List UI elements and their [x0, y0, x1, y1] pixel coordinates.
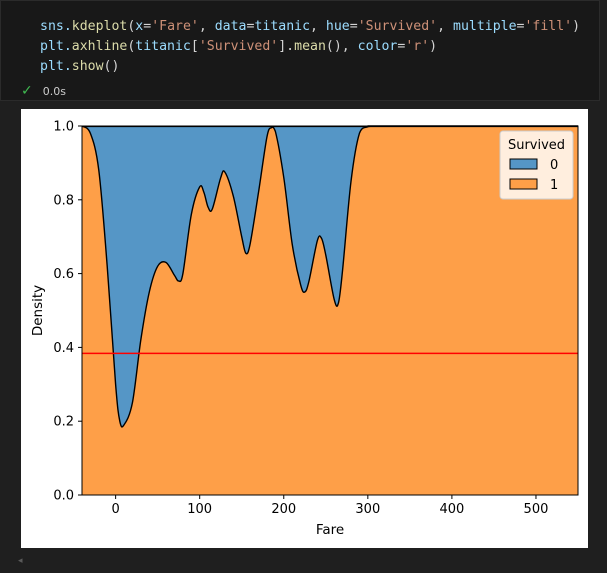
y-tick-label: 0.4	[53, 341, 74, 356]
legend-swatch-0	[509, 158, 538, 170]
code-line: plt.axhline(titanic['Survived'].mean(), …	[40, 37, 580, 57]
code-token: multiple	[453, 19, 517, 34]
execution-time: 0.0s	[42, 84, 66, 98]
x-tick-label: 400	[439, 502, 464, 517]
legend-swatch-1	[509, 178, 538, 190]
y-tick-label: 0.0	[53, 489, 74, 504]
code-token: (),	[325, 39, 358, 54]
code-token: sns.	[40, 19, 72, 34]
code-cell[interactable]: sns.kdeplot(x='Fare', data=titanic, hue=…	[0, 0, 600, 101]
code-token: 'r'	[405, 39, 430, 54]
code-token: 'Fare'	[151, 19, 199, 34]
legend-title: Survived	[508, 138, 565, 153]
code-token: titanic	[254, 19, 311, 34]
code-token: ,	[198, 19, 215, 34]
code-token: =	[246, 19, 255, 34]
code-token: hue	[325, 19, 350, 34]
x-tick-label: 300	[355, 502, 380, 517]
scroll-left-icon[interactable]: ◂	[18, 556, 23, 566]
code-token: x	[135, 19, 144, 34]
code-token: [	[190, 39, 199, 54]
x-axis-label: Fare	[316, 522, 344, 538]
legend-label-1: 1	[550, 178, 558, 193]
plot-frame	[81, 125, 579, 496]
code-token: (	[127, 39, 136, 54]
y-tick-label: 1.0	[53, 120, 74, 135]
code-token: mean	[294, 39, 326, 54]
x-tick-label: 200	[271, 502, 296, 517]
code-token: =	[143, 19, 152, 34]
check-icon: ✓	[21, 83, 33, 99]
code-token: ,	[310, 19, 326, 34]
code-token: =	[397, 39, 406, 54]
x-tick-label: 100	[187, 502, 212, 517]
code-token: )	[429, 39, 438, 54]
code-editor[interactable]: sns.kdeplot(x='Fare', data=titanic, hue=…	[40, 17, 580, 77]
code-token: =	[349, 19, 358, 34]
code-token: axhline	[71, 39, 128, 54]
y-axis-label: Density	[30, 285, 46, 336]
y-tick-label: 0.8	[53, 193, 74, 208]
cell-status: ✓ 0.0s	[21, 81, 66, 101]
code-token: ,	[437, 19, 453, 34]
code-token: color	[357, 39, 398, 54]
code-token: 'Survived'	[198, 39, 279, 54]
kde-chart: 0 100 200 300 400 500 0.0 0.2 0.4 0.6 0.8 1.0 Fare De…	[30, 120, 579, 538]
cell-output: 0 100 200 300 400 500 0.0 0.2 0.4 0.6 0.8 1.0 Fare De…	[21, 109, 588, 548]
code-token: 'fill'	[524, 19, 573, 34]
y-tick-label: 0.2	[53, 415, 74, 430]
code-token: 'Survived'	[357, 19, 438, 34]
code-token: ()	[103, 59, 120, 74]
code-line: plt.show()	[40, 57, 580, 77]
series-boundary-line	[81, 125, 578, 428]
y-tick-label: 0.6	[53, 267, 74, 282]
code-token: ].	[278, 39, 295, 54]
code-token: titanic	[135, 39, 191, 54]
code-token: plt.	[40, 39, 72, 54]
code-token: =	[516, 19, 525, 34]
x-tick-label: 500	[524, 502, 549, 517]
code-token: show	[71, 59, 104, 74]
code-token: (	[127, 19, 136, 34]
code-token: data	[214, 19, 247, 34]
x-tick-label: 0	[111, 502, 119, 517]
legend-label-0: 0	[550, 158, 558, 173]
code-token: plt.	[40, 59, 72, 74]
code-token: kdeplot	[71, 19, 128, 34]
code-line: sns.kdeplot(x='Fare', data=titanic, hue=…	[40, 17, 580, 37]
code-token: )	[572, 19, 581, 34]
